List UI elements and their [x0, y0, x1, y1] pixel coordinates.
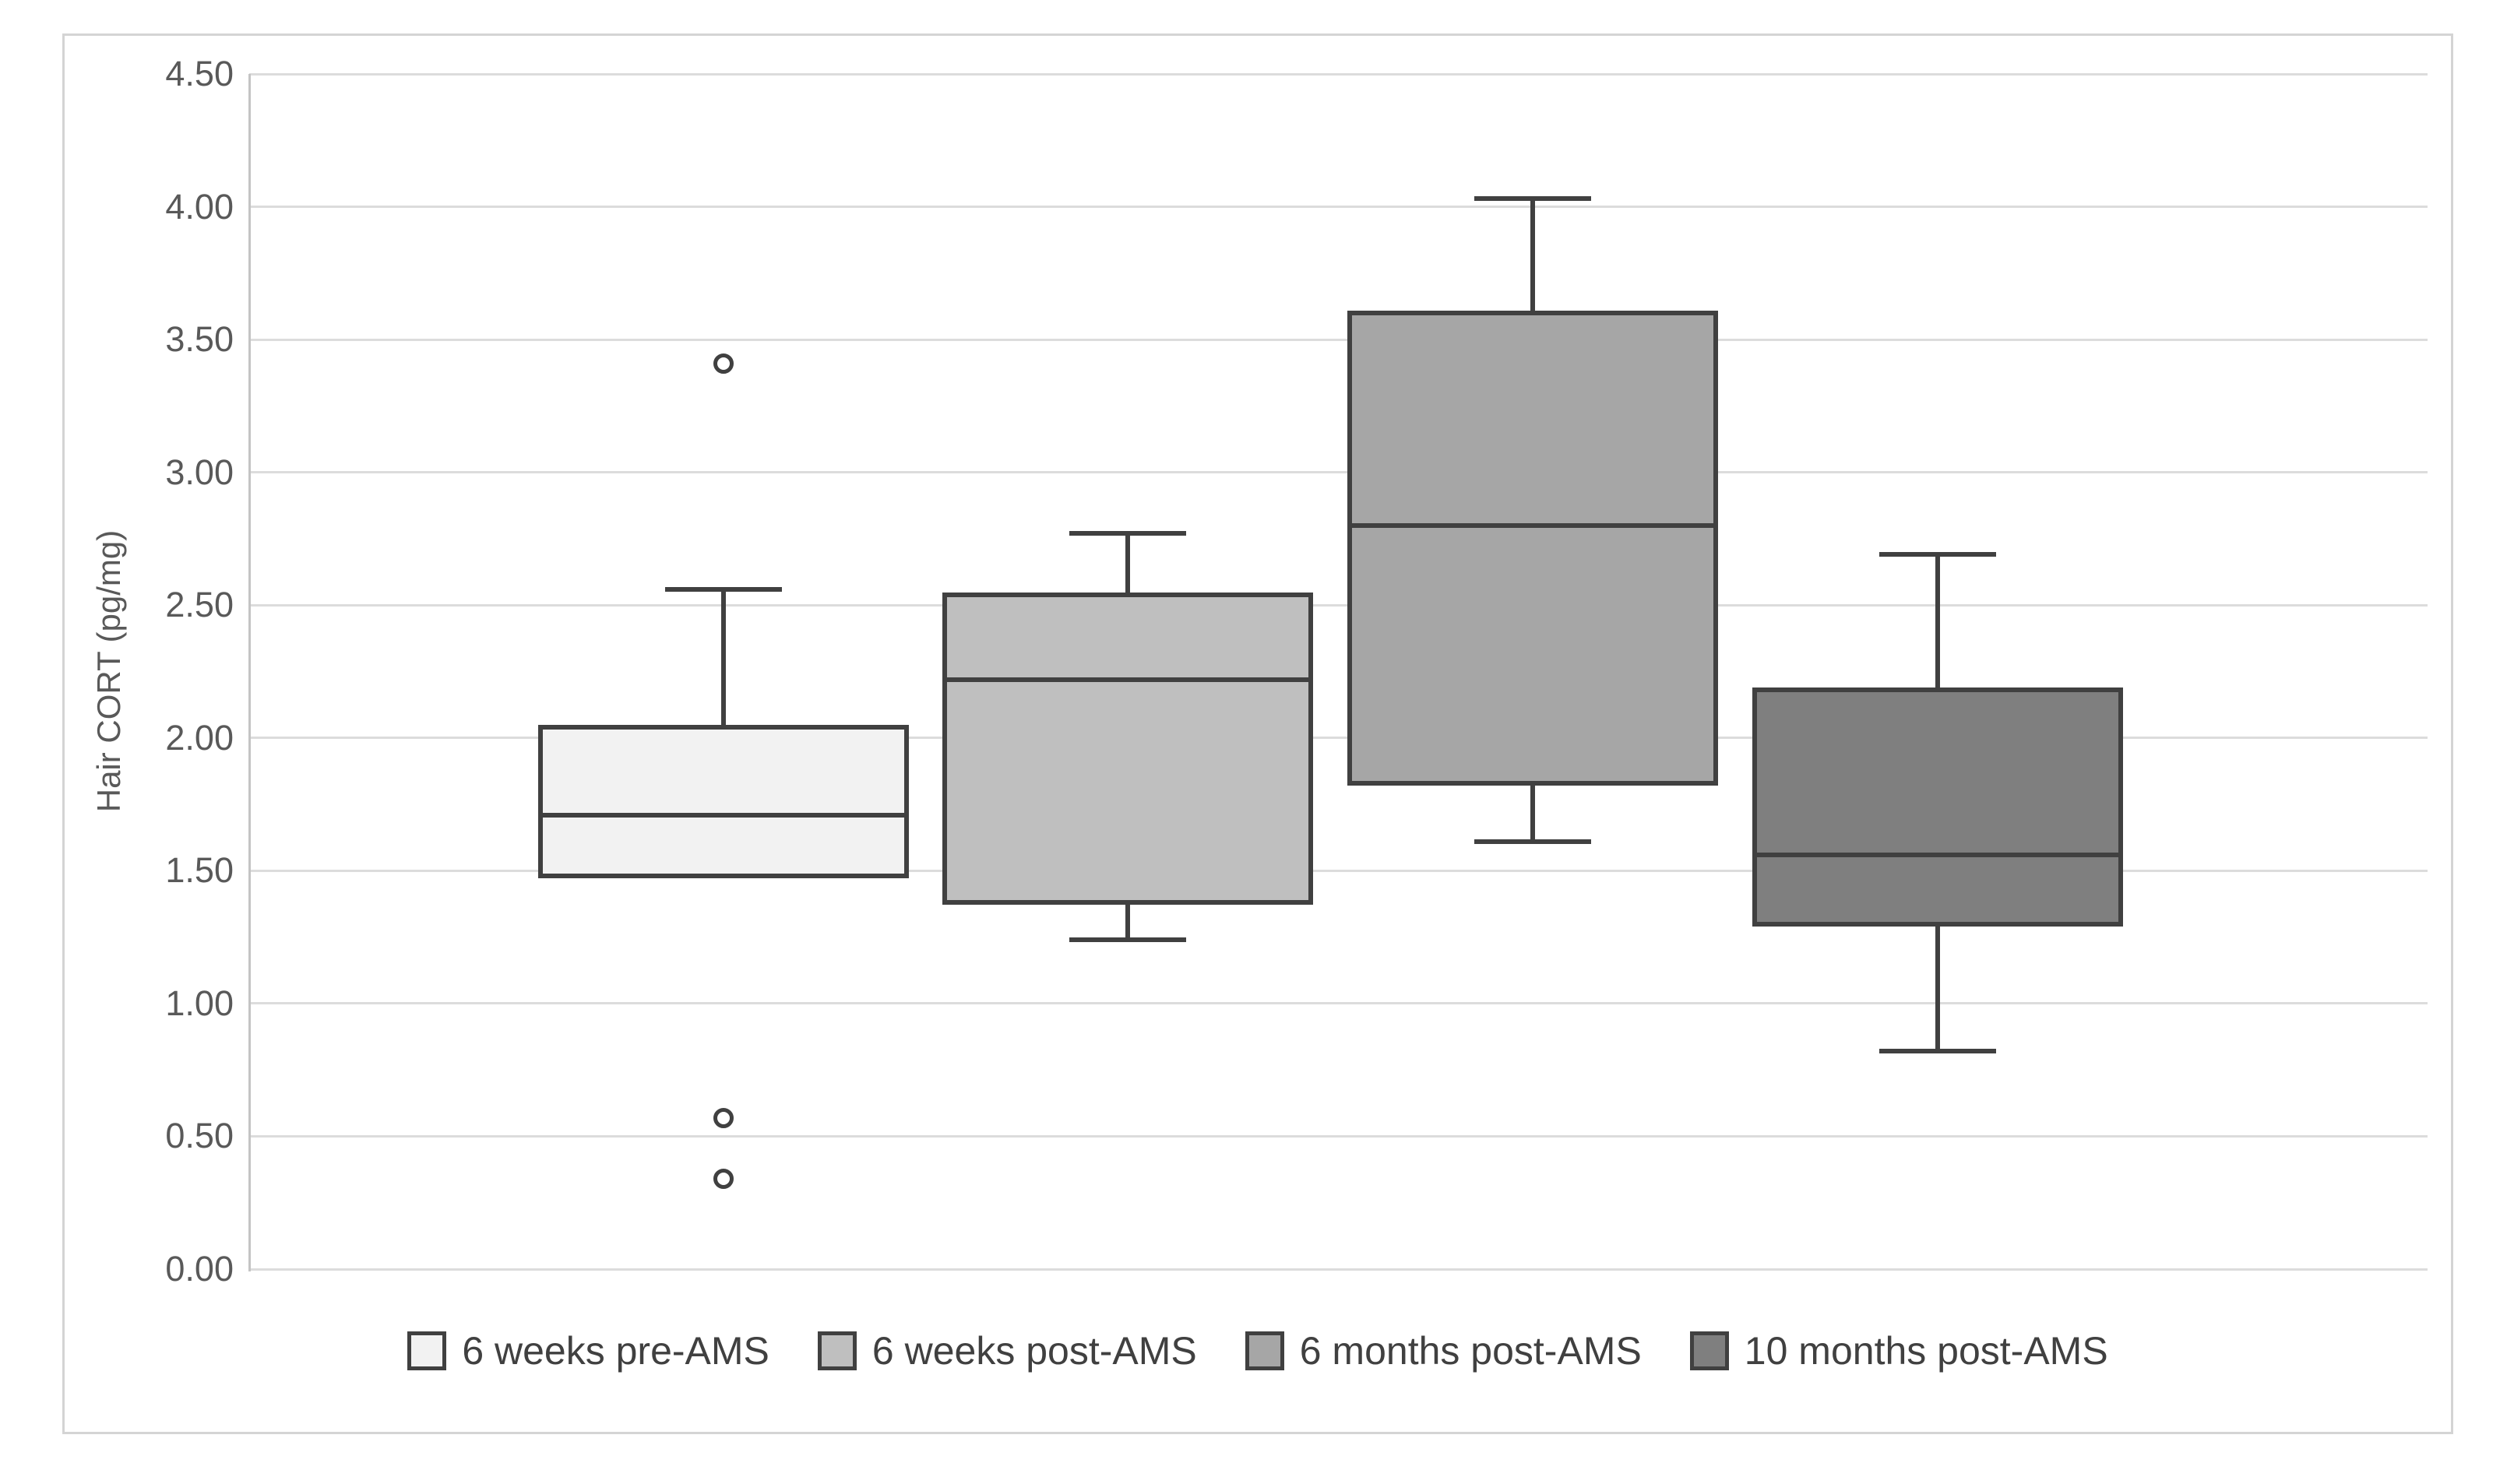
- box-10-months-post-ams: [1752, 687, 2123, 927]
- y-tick-label: 2.00: [165, 717, 234, 758]
- outlier-point: [713, 1107, 734, 1128]
- whisker-stem-lower: [1530, 780, 1535, 842]
- whisker-stem-lower: [1125, 900, 1130, 941]
- y-tick-label: 0.50: [165, 1116, 234, 1156]
- legend-label: 6 months post-AMS: [1299, 1329, 1642, 1373]
- legend-item: 6 weeks pre-AMS: [407, 1328, 769, 1373]
- median-line: [947, 677, 1308, 682]
- legend-swatch: [1689, 1331, 1729, 1370]
- y-gridline: [249, 471, 2428, 474]
- box-6-weeks-post-ams: [942, 592, 1313, 906]
- legend: 6 weeks pre-AMS 6 weeks post-AMS 6 months …: [62, 1328, 2453, 1373]
- whisker-cap-lower: [1879, 1049, 1996, 1054]
- y-axis-line: [248, 74, 251, 1271]
- y-tick-label: 1.50: [165, 850, 234, 891]
- y-tick-label: 4.50: [165, 54, 234, 93]
- legend-swatch: [1245, 1331, 1284, 1370]
- legend-swatch: [407, 1331, 447, 1370]
- y-tick-label: 3.00: [165, 452, 234, 492]
- y-tick-label: 0.00: [165, 1249, 234, 1289]
- legend-item: 6 months post-AMS: [1245, 1328, 1642, 1373]
- whisker-cap-lower: [1069, 937, 1186, 943]
- legend-item: 10 months post-AMS: [1689, 1328, 2108, 1373]
- whisker-cap-upper: [1069, 531, 1186, 536]
- box-6-weeks-pre-ams: [538, 725, 909, 879]
- whisker-stem-upper: [1935, 552, 1940, 691]
- whisker-cap-upper: [665, 586, 782, 592]
- y-gridline: [249, 1002, 2428, 1005]
- y-gridline: [249, 737, 2428, 740]
- whisker-stem-upper: [1530, 196, 1535, 313]
- whisker-stem-upper: [1125, 531, 1130, 595]
- whisker-cap-upper: [1474, 196, 1591, 202]
- median-line: [543, 812, 904, 818]
- y-gridline: [249, 206, 2428, 209]
- median-line: [1352, 522, 1713, 528]
- whisker-stem-lower: [1935, 921, 1940, 1052]
- legend-swatch: [817, 1331, 857, 1370]
- y-gridline: [249, 869, 2428, 872]
- median-line: [1757, 852, 2118, 857]
- legend-label: 10 months post-AMS: [1744, 1329, 2108, 1373]
- y-tick-label: 3.50: [165, 319, 234, 360]
- whisker-cap-lower: [1474, 839, 1591, 844]
- y-axis-title: Hair CORT (pg/mg): [90, 529, 127, 813]
- outlier-point: [713, 1169, 734, 1190]
- y-tick-label: 4.00: [165, 186, 234, 227]
- outlier-point: [713, 353, 734, 374]
- y-gridline: [249, 1134, 2428, 1138]
- y-tick-label: 1.00: [165, 983, 234, 1023]
- y-gridline: [249, 338, 2428, 341]
- whisker-cap-upper: [1879, 552, 1996, 557]
- y-gridline: [249, 72, 2428, 76]
- y-gridline: [249, 603, 2428, 607]
- legend-item: 6 weeks post-AMS: [817, 1328, 1197, 1373]
- legend-label: 6 weeks pre-AMS: [462, 1329, 769, 1373]
- y-tick-label: 2.50: [165, 585, 234, 625]
- legend-label: 6 weeks post-AMS: [871, 1329, 1197, 1373]
- y-gridline: [249, 1268, 2428, 1271]
- whisker-stem-upper: [721, 586, 726, 728]
- box-6-months-post-ams: [1347, 311, 1718, 786]
